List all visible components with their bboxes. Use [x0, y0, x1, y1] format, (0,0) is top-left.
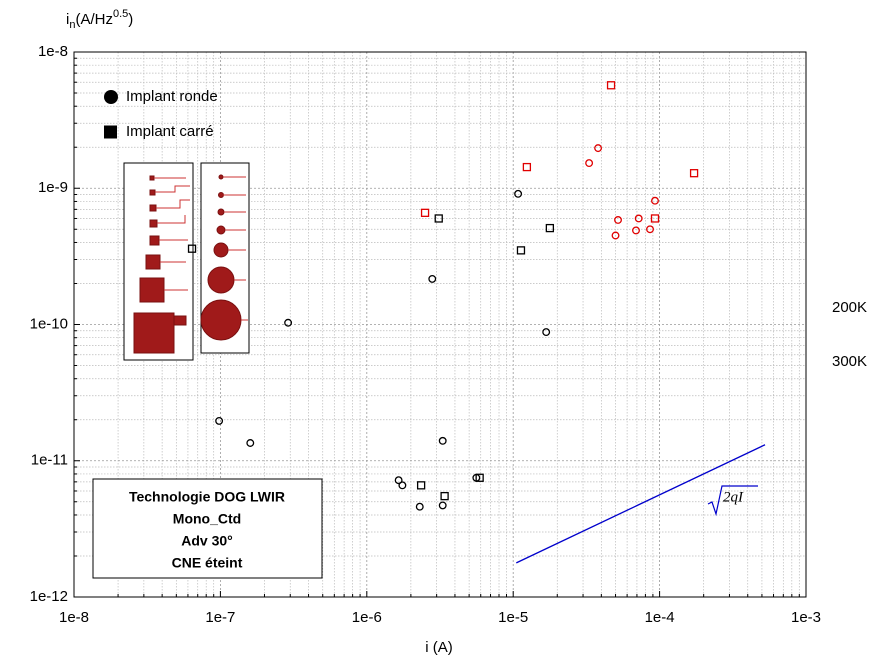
point-square: [545, 223, 555, 233]
point-square: [440, 491, 449, 501]
point-circle: [651, 196, 659, 205]
point-circle: [585, 159, 594, 168]
point-circle: [394, 476, 403, 485]
legend-label: Implant ronde: [126, 88, 218, 105]
x-tick-label: 1e-5: [498, 609, 528, 626]
point-square: [689, 169, 699, 178]
point-square: [187, 244, 197, 253]
x-axis-label: i (A): [425, 639, 453, 656]
point-circle: [611, 231, 620, 240]
y-label-part: (A/Hz: [75, 11, 113, 28]
fit-line-label: 2qI: [723, 489, 744, 505]
point-square: [516, 246, 526, 255]
point-circle: [634, 214, 643, 223]
point-circle: [594, 144, 603, 153]
y-label-part: i: [66, 11, 69, 28]
y-label-part: n: [69, 19, 75, 31]
point-square: [650, 214, 660, 223]
point-circle: [614, 216, 622, 224]
point-circle: [398, 481, 407, 490]
point-circle: [428, 274, 437, 283]
annotation-box: [92, 478, 323, 579]
annotation-line: Technologie DOG LWIR: [129, 489, 285, 505]
temperature-label: 300K: [832, 353, 867, 370]
y-label-part: 0.5: [113, 8, 128, 20]
point-circle: [215, 416, 224, 425]
grid: [73, 51, 807, 598]
legend-label: Implant carré: [126, 123, 214, 140]
point-circle: [646, 225, 654, 234]
point-circle: [246, 439, 255, 447]
point-square: [416, 481, 426, 490]
y-axis-label: in(A/Hz0.5): [66, 8, 133, 31]
x-tick-label: 1e-7: [205, 609, 235, 626]
point-circle: [632, 226, 640, 235]
legend-marker: [104, 90, 118, 104]
legend-marker: [104, 125, 117, 139]
annotation-line: CNE éteint: [172, 555, 243, 571]
y-tick-label: 1e-12: [30, 588, 68, 605]
point-circle: [542, 328, 551, 337]
x-tick-label: 1e-4: [645, 609, 675, 626]
y-tick-label: 1e-10: [30, 315, 68, 332]
temperature-label: 200K: [832, 299, 867, 316]
point-circle: [415, 502, 424, 511]
x-tick-label: 1e-8: [59, 609, 89, 626]
y-tick-label: 1e-11: [31, 452, 68, 469]
point-square: [434, 214, 443, 223]
y-tick-label: 1e-8: [38, 43, 68, 60]
y-tick-label: 1e-9: [38, 179, 68, 196]
point-circle: [514, 189, 523, 198]
fit-line: [516, 444, 766, 564]
x-tick-label: 1e-6: [352, 609, 382, 626]
point-square: [522, 162, 532, 172]
inset-image: [123, 162, 250, 361]
point-circle: [438, 436, 447, 445]
point-square: [420, 208, 430, 217]
annotation-line: Mono_Ctd: [173, 511, 241, 527]
point-square: [606, 81, 616, 90]
x-tick-label: 1e-3: [791, 609, 821, 626]
point-circle: [284, 318, 293, 327]
y-label-part: ): [128, 11, 133, 28]
point-square: [475, 473, 484, 482]
radical-sign: [707, 485, 758, 517]
point-circle: [438, 501, 447, 510]
annotation-line: Adv 30°: [181, 533, 233, 549]
